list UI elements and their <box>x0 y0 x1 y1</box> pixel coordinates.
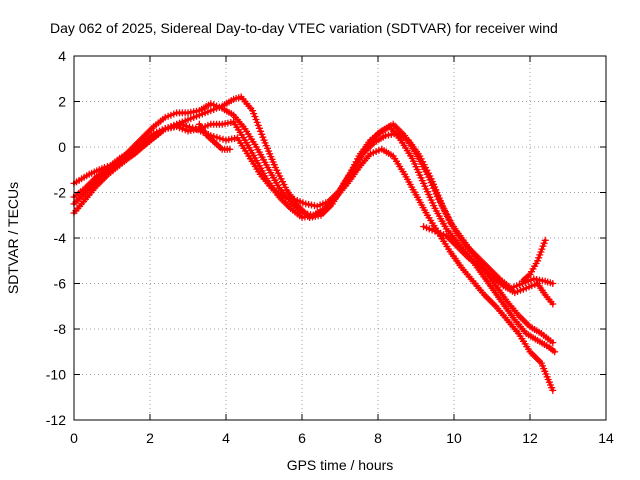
data-point-marker <box>189 124 197 132</box>
series-trace-4 <box>70 120 557 292</box>
data-point-marker <box>257 127 265 135</box>
data-point-marker <box>213 133 221 141</box>
data-point-marker <box>179 121 187 129</box>
data-point-marker <box>113 160 121 168</box>
data-point-marker <box>186 123 193 131</box>
data-point-marker <box>251 113 259 120</box>
y-tick-label: -2 <box>54 185 67 201</box>
data-point-marker <box>549 386 557 394</box>
x-tick-label: 8 <box>374 430 382 446</box>
data-point-marker <box>216 134 224 142</box>
data-point-marker <box>100 164 108 171</box>
x-tick-label: 14 <box>598 430 614 446</box>
chart-title: Day 062 of 2025, Sidereal Day-to-day VTE… <box>50 20 558 36</box>
data-point-marker <box>107 162 114 170</box>
y-tick-label: 4 <box>58 48 66 64</box>
series-trace-5 <box>420 223 557 308</box>
data-point-marker <box>541 236 549 244</box>
data-point-marker <box>538 245 546 253</box>
data-series <box>70 93 559 394</box>
series-trace-6 <box>518 236 549 285</box>
y-axis-label: SDTVAR / TECUs <box>5 182 21 294</box>
y-tick-label: -8 <box>54 321 67 337</box>
data-point-marker <box>164 124 172 132</box>
y-tick-label: 2 <box>58 94 66 110</box>
data-point-marker <box>161 125 169 133</box>
data-point-marker <box>249 107 257 115</box>
data-point-marker <box>110 161 117 169</box>
data-point-marker <box>534 257 542 265</box>
data-point-marker <box>167 123 175 131</box>
data-point-marker <box>176 120 184 128</box>
data-point-marker <box>173 121 181 129</box>
x-tick-label: 0 <box>70 430 78 446</box>
data-point-marker <box>226 145 234 153</box>
x-tick-label: 4 <box>222 430 230 446</box>
data-point-marker <box>549 339 557 347</box>
data-point-marker <box>103 163 111 171</box>
y-tick-label: -10 <box>46 367 66 383</box>
data-point-marker <box>253 118 261 126</box>
x-tick-label: 10 <box>446 430 462 446</box>
data-point-marker <box>170 122 178 130</box>
y-tick-label: -4 <box>54 230 67 246</box>
y-tick-label: 0 <box>58 139 66 155</box>
data-point-marker <box>549 280 557 287</box>
x-axis-label: GPS time / hours <box>287 457 394 473</box>
x-tick-label: 12 <box>522 430 538 446</box>
data-point-marker <box>551 348 559 356</box>
series-trace-7 <box>195 120 234 153</box>
x-tick-label: 6 <box>298 430 306 446</box>
x-tick-label: 2 <box>146 430 154 446</box>
series-trace-3 <box>70 118 557 394</box>
data-point-marker <box>259 133 267 141</box>
y-tick-label: -12 <box>46 412 66 428</box>
data-point-marker <box>549 300 557 308</box>
data-point-marker <box>183 122 190 130</box>
y-tick-label: -6 <box>54 276 67 292</box>
axis-ticks: 0 2 4 6 8 10 12 14 4 2 0 -2 -4 -6 -8 -10 -12 <box>46 48 614 446</box>
series-trace-2 <box>70 100 557 347</box>
data-point-marker <box>255 124 263 132</box>
grid <box>74 56 606 420</box>
series-line <box>72 120 555 392</box>
